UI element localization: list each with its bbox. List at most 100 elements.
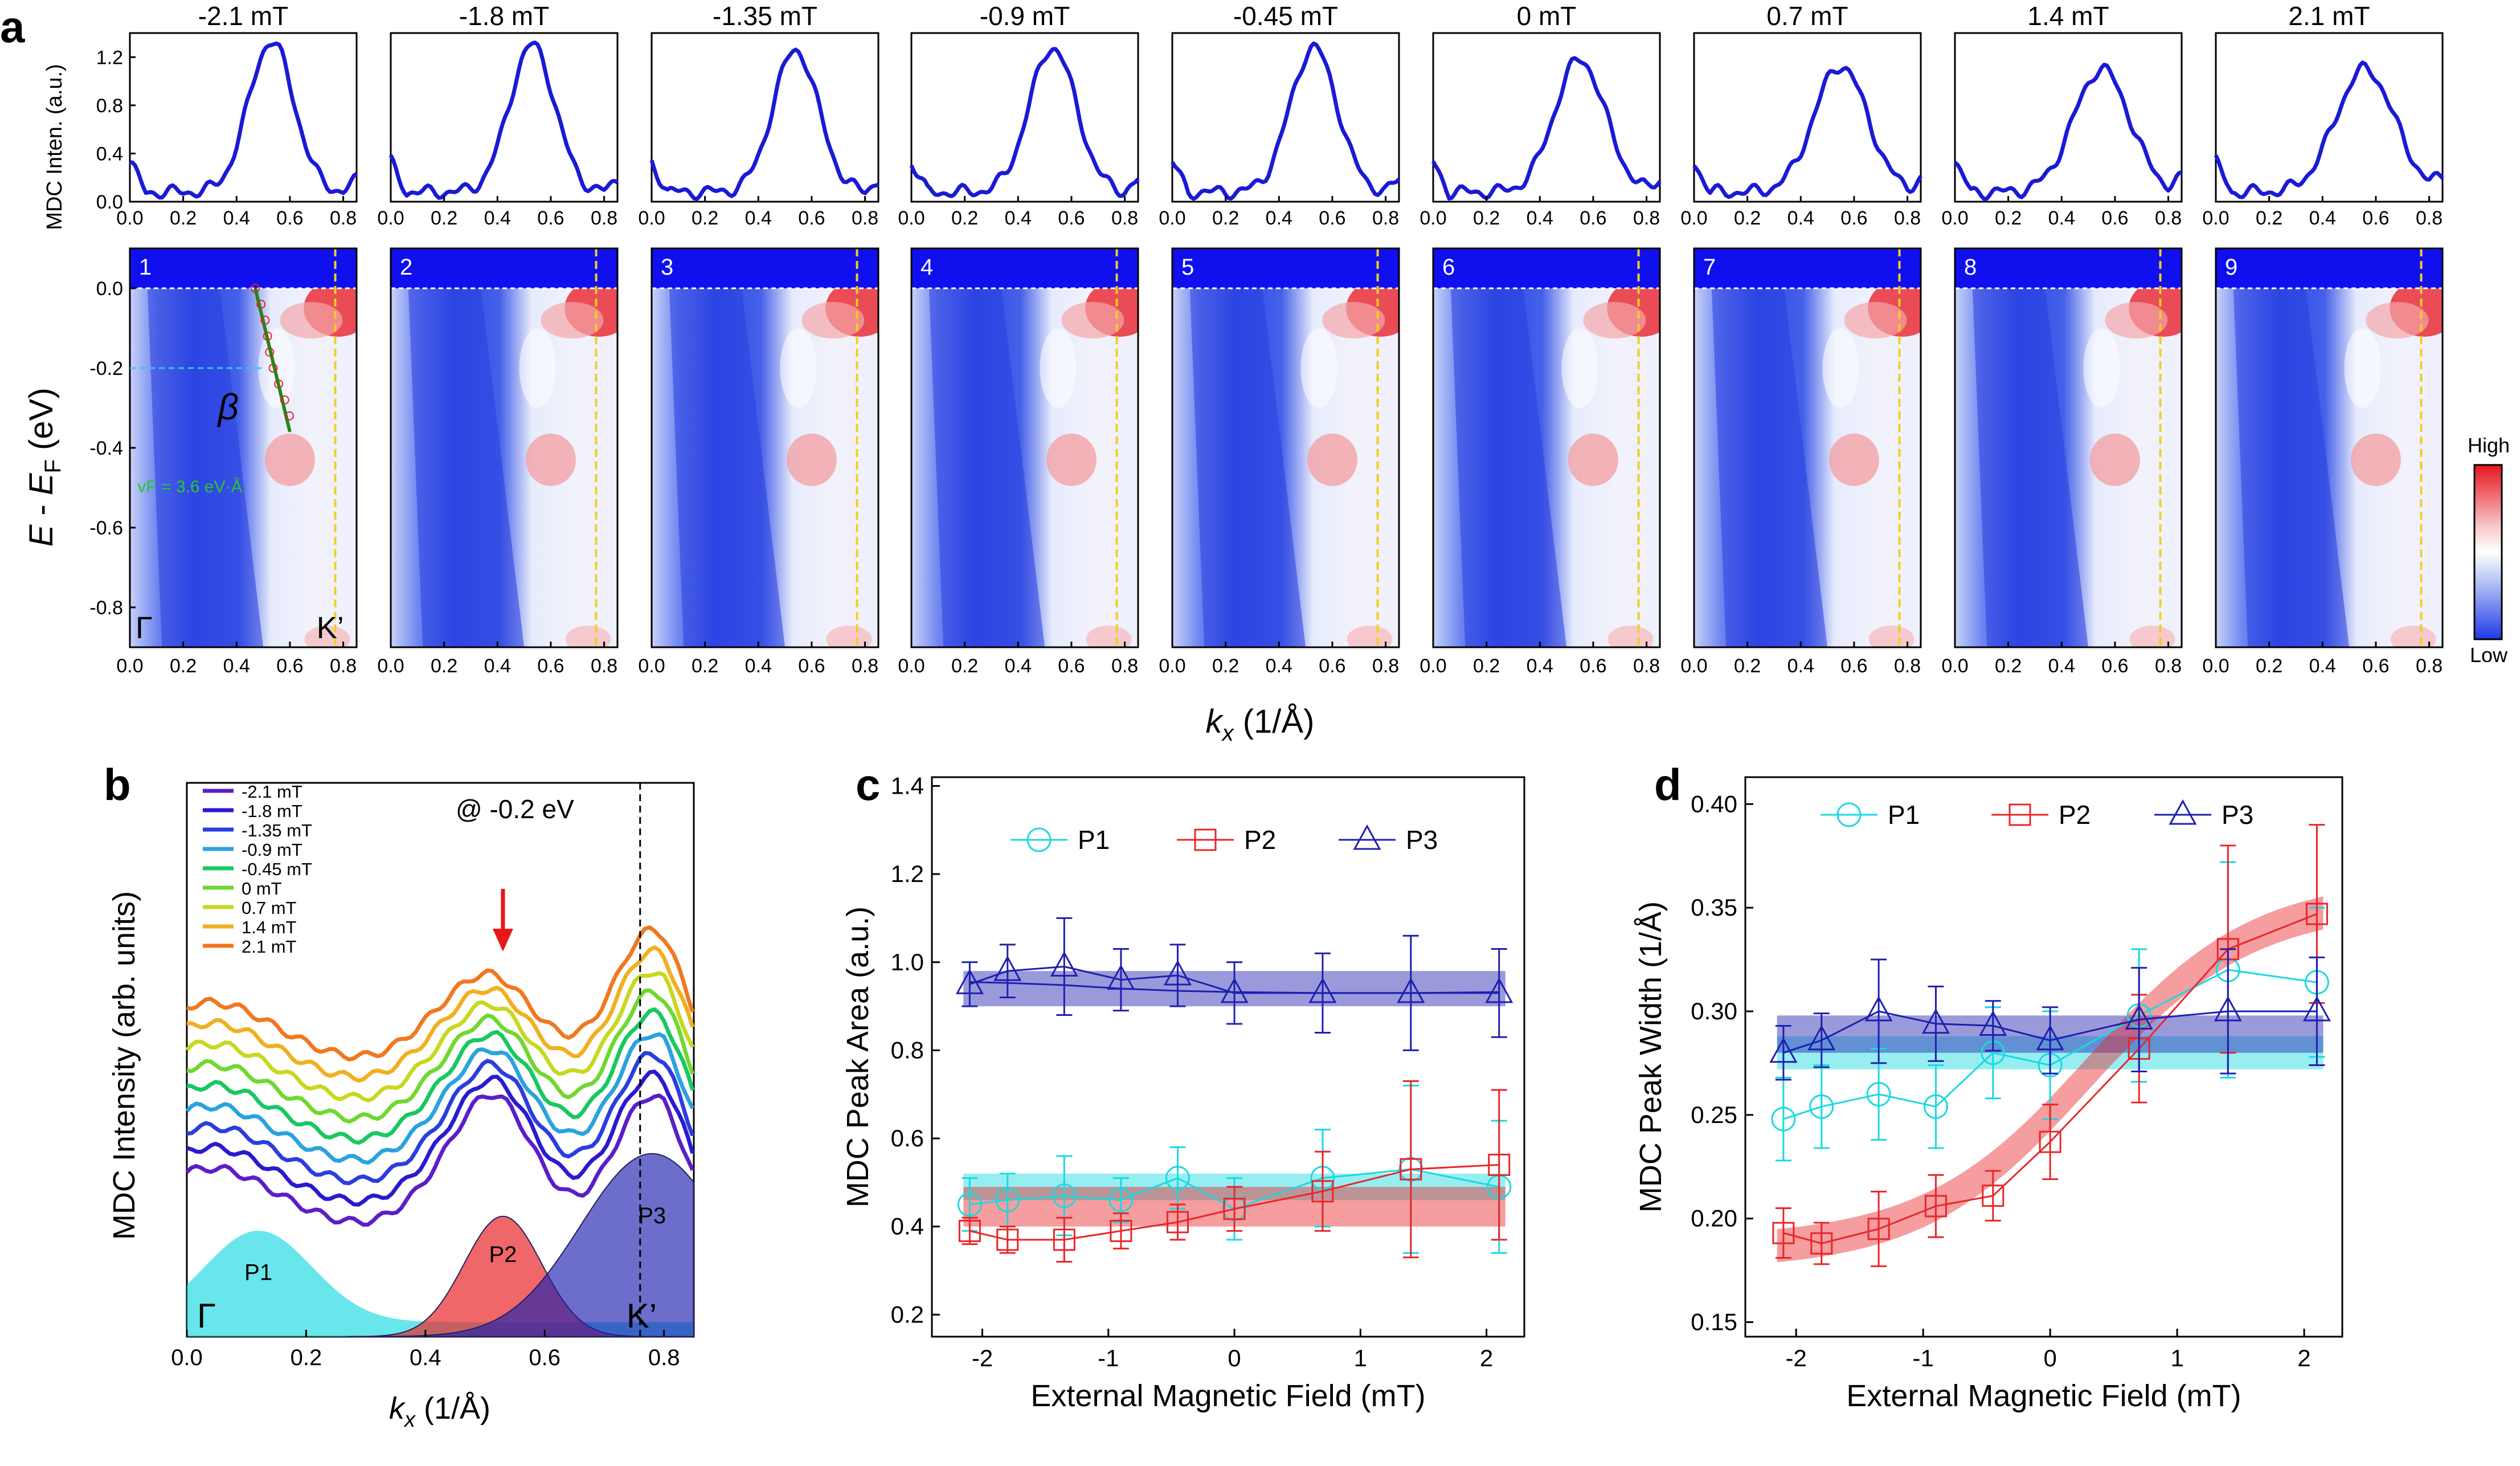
panel-a: -2.1 mT0.0 0.2 0.4 0.6 0.8-1.8 mT0.0 0.2 0.4 0.…: [23, 1, 2510, 746]
mdc-frame: [1954, 32, 2183, 203]
map-axes: 0.0 0.2 0.4 0.6 0.8 0.0 0.2 0.4 0.6 0.8 0.0 0.2 0.4 0…: [89, 278, 2443, 677]
mdc-xtick-label: 0.2: [951, 207, 978, 229]
map-xtick-label: 0.2: [951, 655, 978, 677]
map-content: [911, 248, 1138, 647]
mdc-xtick-label: 0.2: [1734, 207, 1761, 229]
mdc-frame: [651, 32, 879, 203]
map-ytick-label: 0.0: [96, 278, 123, 300]
mdc-frame: [129, 32, 358, 203]
marker-square: [996, 1228, 1019, 1251]
legend-label: P3: [1406, 825, 1438, 855]
legend-label: P1: [1078, 825, 1110, 855]
mdc-title: -2.1 mT: [198, 1, 288, 31]
map-hotspot: [786, 434, 837, 486]
mdc-title: 0 mT: [1517, 1, 1577, 31]
xtick-label: -2: [972, 1345, 993, 1371]
ytick-label: 0.35: [1691, 894, 1737, 921]
xtick-label: 1: [2170, 1345, 2183, 1371]
xlabel: kx (1/Å): [389, 1391, 490, 1432]
map-dispersion-band: [1710, 248, 1828, 647]
marker-triangle: [1397, 977, 1425, 1003]
map-dispersion-band: [1971, 248, 2089, 647]
map-xtick-label: 0.8: [852, 655, 878, 677]
legend-label: -1.8 mT: [242, 801, 302, 821]
mdc-curve: [1431, 56, 1662, 201]
sigmoid-band: [1777, 896, 2323, 1263]
map-xtick-label: 0.6: [1580, 655, 1606, 677]
map-xtick-label: 0.0: [1680, 655, 1707, 677]
ytick-label: 0.8: [891, 1036, 924, 1063]
map-number: 8: [1964, 255, 1977, 280]
mdc-frame: [910, 32, 1139, 203]
map-xtick-label: 0.8: [330, 655, 357, 677]
marker-circle: [1771, 1106, 1796, 1132]
map-xtick-label: 0.4: [1527, 655, 1553, 677]
xtick-label: 2: [1480, 1345, 1493, 1371]
map-top-bar: [911, 248, 1138, 288]
marker-circle: [957, 1192, 982, 1217]
marker-triangle: [1921, 1008, 1950, 1034]
mdc-xtick-label: 0.6: [1319, 207, 1345, 229]
map-xtick-label: 0.8: [1372, 655, 1399, 677]
map-xtick-label: 0.4: [2048, 655, 2075, 677]
plot-frame: [1744, 776, 2343, 1338]
dispersion-point: [263, 332, 272, 341]
ytick-label: 0.30: [1691, 998, 1737, 1024]
map-frame: [1432, 247, 1661, 648]
mdc-row: -2.1 mT 0.0 0.2 0.4 0.6 0.8 -1.8 mT 0.0 0.2 0.4 0.…: [96, 1, 2444, 229]
mdc-xtick-label: 0.4: [2309, 207, 2336, 229]
map-hotspot: [1868, 626, 1914, 647]
mdc-xtick-label: 0.6: [1840, 207, 1867, 229]
xtick-label: 0.4: [410, 1345, 441, 1370]
map-highlight: [1822, 328, 1859, 408]
mdc-xtick-label: 0.0: [1941, 207, 1968, 229]
map-xtick-label: 0.0: [638, 655, 665, 677]
mdc-title: 2.1 mT: [2288, 1, 2370, 31]
map-xtick-label: 0.4: [484, 655, 511, 677]
energy-map: 9: [2215, 247, 2444, 648]
map-xtick-label: 0.0: [898, 655, 924, 677]
map-top-bar: [391, 248, 617, 288]
map-highlight: [1040, 328, 1077, 408]
marker-square: [2008, 803, 2031, 826]
colorbar: High Low: [2468, 434, 2510, 667]
marker-triangle: [993, 955, 1022, 981]
mdc-xtick-label: 0.6: [537, 207, 564, 229]
map-xtick-label: 0.2: [2256, 655, 2282, 677]
marker-square: [958, 1219, 981, 1242]
map-highlight: [519, 328, 556, 408]
ytick-label: 0.6: [891, 1125, 924, 1151]
ytick-label: 1.2: [891, 860, 924, 887]
mdc-xtick-label: 0.8: [591, 207, 617, 229]
map-xtick-label: 0.6: [798, 655, 825, 677]
energy-map: 5: [1171, 247, 1400, 648]
gamma-label: Γ: [197, 1297, 216, 1335]
velocity-label: vF = 3.6 eV·Å: [137, 477, 242, 496]
mdc-ytick-label: 0.0: [96, 191, 123, 213]
map-highlight: [2344, 328, 2381, 408]
marker-circle: [1052, 1183, 1077, 1208]
map-xtick-label: 0.2: [170, 655, 197, 677]
mdc-frame: [1693, 32, 1922, 203]
map-xtick-label: 0.4: [223, 655, 250, 677]
peak-label: P3: [638, 1203, 666, 1228]
mdc-xtick-label: 0.6: [276, 207, 303, 229]
xtick-label: 0.6: [529, 1345, 561, 1370]
mdc-xtick-label: 0.4: [1787, 207, 1814, 229]
map-content: [1694, 248, 1921, 647]
map-content: [2216, 248, 2443, 647]
map-hotspot: [1583, 302, 1646, 338]
map-frame: [651, 247, 879, 648]
gamma-label: Γ: [136, 611, 153, 645]
map-xtick-label: 0.6: [2362, 655, 2389, 677]
mdc-title: 1.4 mT: [2027, 1, 2109, 31]
map-hotspot: [1568, 434, 1618, 486]
mdc-xtick-label: 0.2: [1212, 207, 1239, 229]
mdc-curve: [1171, 41, 1401, 201]
mdc-xtick-label: 0.8: [1894, 207, 1921, 229]
map-top-bar: [2216, 248, 2443, 288]
marker-square: [1867, 1218, 1890, 1240]
map-hotspot: [1061, 302, 1124, 338]
map-ytick-label: -0.4: [89, 438, 123, 459]
